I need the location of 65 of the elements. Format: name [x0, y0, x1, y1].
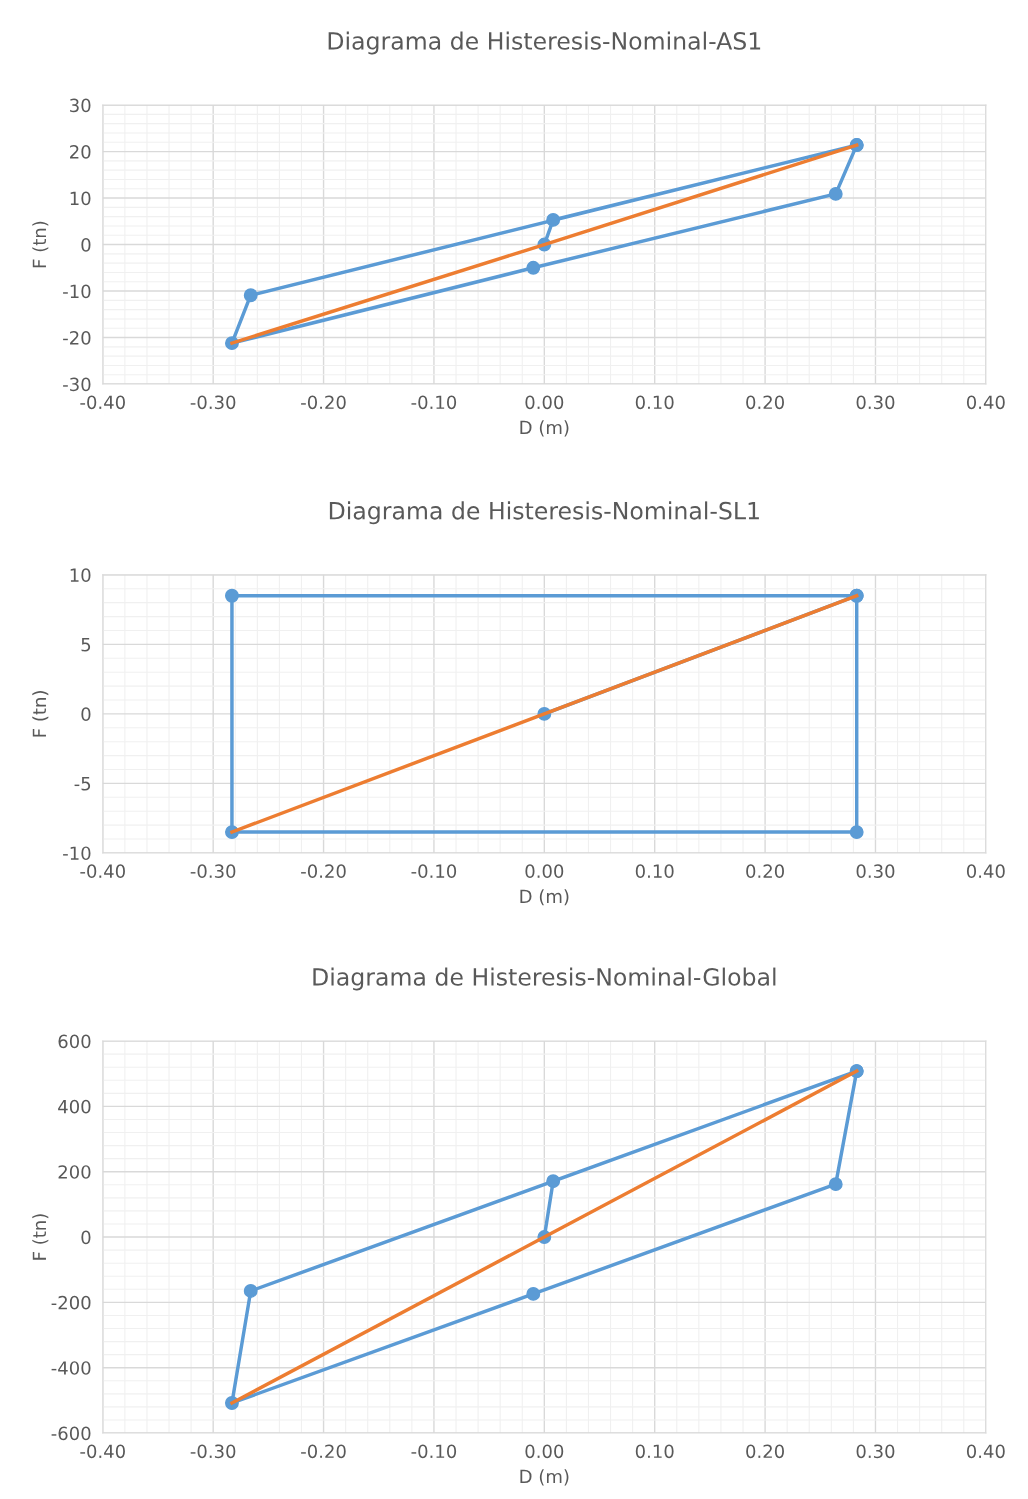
y-tick-label: -200: [51, 1295, 91, 1310]
y-tick-label: 0: [81, 1230, 91, 1245]
x-tick-label: 0.20: [746, 1444, 784, 1459]
y-axis-title: F (tn): [32, 691, 49, 737]
x-tick-label: 0.30: [856, 395, 895, 410]
y-tick-label: -5: [74, 777, 91, 791]
x-tick-label: -0.10: [411, 1444, 457, 1459]
y-tick-label: 10: [70, 191, 91, 206]
point: [243, 1284, 258, 1298]
y-tick-label: 30: [70, 98, 91, 113]
y-tick-label: -10: [63, 284, 91, 299]
x-tick-label: 0.40: [966, 864, 1005, 879]
x-tick-label: -0.30: [190, 1444, 236, 1459]
x-tick-label: -0.20: [301, 864, 346, 879]
x-tick-label: -0.40: [80, 864, 125, 879]
x-tick-label: -0.40: [80, 1444, 125, 1459]
x-tick-label: -0.30: [190, 864, 236, 879]
y-tick-label: -400: [51, 1361, 91, 1375]
y-tick-label: 20: [70, 145, 91, 159]
point: [828, 1177, 843, 1192]
y-tick-label: 10: [70, 568, 91, 582]
x-tick-label: -0.10: [411, 864, 457, 879]
x-tick-label: 0.10: [635, 395, 674, 410]
point: [546, 212, 561, 227]
x-tick-label: 0.00: [525, 864, 564, 879]
point: [526, 260, 541, 275]
y-tick-label: -20: [63, 331, 91, 345]
y-tick-label: 0: [81, 238, 91, 252]
x-tick-label: 0.10: [635, 864, 674, 879]
point: [546, 1174, 561, 1189]
x-tick-label: 0.20: [746, 395, 784, 410]
y-tick-label: 0: [81, 707, 91, 722]
point: [243, 288, 258, 303]
y-axis-title: F (tn): [32, 1214, 49, 1260]
point: [849, 825, 864, 840]
x-tick-label: 0.30: [856, 864, 895, 879]
y-axis-title: F (tn): [32, 221, 49, 268]
y-tick-label: 600: [58, 1034, 91, 1049]
x-tick-label: 0.00: [525, 1444, 564, 1459]
x-axis-title: D (m): [520, 420, 569, 437]
x-tick-label: -0.10: [411, 395, 457, 410]
chart-title: Diagrama de Histeresis-Nominal-AS1: [328, 31, 761, 55]
y-tick-label: 400: [58, 1099, 91, 1114]
x-tick-label: -0.30: [190, 395, 236, 410]
x-tick-label: 0.30: [856, 1444, 895, 1459]
x-tick-label: 0.20: [746, 864, 784, 879]
x-tick-label: 0.40: [966, 1444, 1005, 1459]
y-tick-label: -30: [63, 377, 91, 392]
y-tick-label: -600: [51, 1426, 91, 1441]
y-tick-label: 200: [58, 1165, 91, 1179]
x-axis-title: D (m): [520, 1469, 569, 1486]
x-axis-title: D (m): [520, 889, 569, 906]
x-tick-label: -0.20: [301, 395, 346, 410]
y-tick-label: 5: [81, 638, 91, 652]
point: [526, 1286, 541, 1301]
x-tick-label: -0.40: [80, 395, 125, 410]
x-tick-label: 0.10: [635, 1444, 674, 1459]
x-tick-label: 0.40: [966, 395, 1005, 410]
y-tick-label: -10: [63, 846, 91, 861]
x-tick-label: -0.20: [301, 1444, 346, 1459]
chart-title: Diagrama de Histeresis-Nominal-SL1: [329, 501, 759, 525]
chart-title: Diagrama de Histeresis-Nominal-Global: [313, 967, 776, 991]
point: [828, 186, 843, 201]
point: [225, 588, 239, 603]
x-tick-label: 0.00: [525, 395, 564, 410]
